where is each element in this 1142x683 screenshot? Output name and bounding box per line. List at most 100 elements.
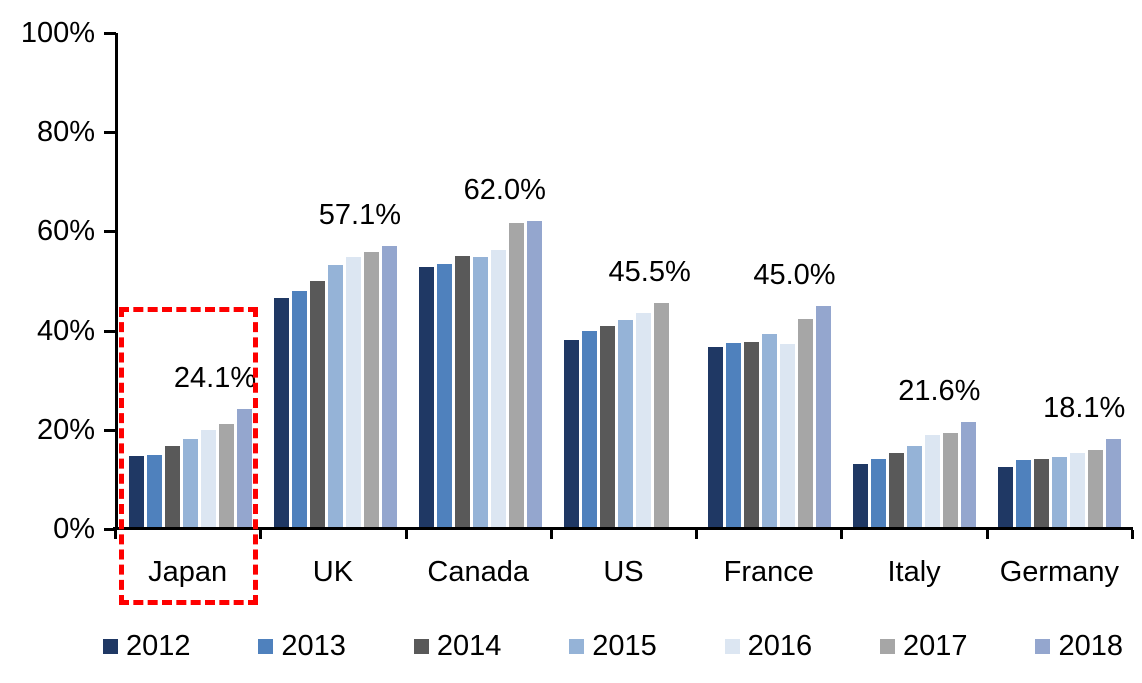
bar-italy-2014 [889, 453, 905, 529]
category-label-japan: Japan [148, 556, 228, 588]
category-label-france: France [723, 556, 814, 588]
bar-italy-2013 [871, 459, 887, 529]
bar-us-2014 [599, 325, 615, 529]
data-label-japan: 24.1% [173, 362, 257, 395]
bar-france-2016 [780, 344, 796, 529]
y-tick-80 [104, 131, 116, 135]
bar-japan-2015 [182, 438, 198, 529]
data-label-germany: 18.1% [1043, 392, 1126, 425]
y-tick-label-60: 60% [36, 215, 95, 248]
bar-canada-2017 [508, 222, 524, 529]
bar-canada-2012 [418, 266, 434, 529]
x-tick-3 [549, 530, 553, 539]
y-tick-60 [104, 230, 116, 234]
bar-canada-2014 [454, 256, 470, 529]
y-tick-20 [104, 428, 116, 432]
bar-canada-2015 [472, 257, 488, 529]
legend-label-2018: 2018 [1058, 630, 1123, 662]
y-tick-label-40: 40% [36, 314, 95, 347]
legend-item-2013: 2013 [258, 632, 346, 661]
bar-france-2015 [762, 334, 778, 529]
x-tick-0 [114, 530, 117, 539]
y-tick-0 [104, 528, 116, 531]
legend-item-2014: 2014 [413, 630, 502, 662]
bar-japan-2013 [146, 455, 162, 529]
bar-germany-2012 [998, 467, 1014, 529]
legend-swatch-2013 [258, 639, 274, 654]
bar-group-canada: 62.0% [408, 33, 553, 529]
category-label-canada: Canada [427, 556, 529, 588]
legend-item-2012: 2012 [103, 632, 191, 661]
legend-item-2017: 2017 [880, 632, 968, 661]
bar-uk-2014 [309, 281, 325, 529]
x-tick-6 [985, 530, 989, 539]
bar-uk-2016 [345, 256, 361, 529]
category-label-us: US [603, 556, 644, 588]
bar-germany-2013 [1016, 460, 1032, 529]
y-tick-label-0: 0% [53, 513, 95, 545]
bar-group-germany: 18.1% [987, 33, 1132, 529]
legend-item-2016: 2016 [724, 632, 812, 661]
x-tick-4 [695, 530, 699, 539]
legend-swatch-2018 [1035, 639, 1051, 654]
legend-label-2014: 2014 [436, 630, 502, 662]
bar-france-2018 [816, 305, 832, 529]
bar-italy-2015 [907, 445, 923, 529]
japan-highlight-box [119, 307, 258, 605]
category-label-italy: Italy [887, 556, 941, 588]
bar-germany-2018 [1106, 439, 1122, 529]
bar-japan-2016 [200, 430, 216, 529]
category-label-germany: Germany [999, 556, 1119, 588]
bar-italy-2017 [943, 433, 959, 529]
bar-france-2017 [798, 319, 814, 529]
category-axis-labels: Japan UK Canada US France Italy Germany [115, 556, 1132, 589]
legend-swatch-2017 [880, 639, 896, 654]
data-label-france: 45.0% [753, 258, 836, 291]
bar-uk-2013 [291, 291, 307, 529]
bar-uk-2015 [327, 265, 343, 529]
bar-uk-2012 [273, 298, 289, 529]
bar-italy-2012 [853, 463, 869, 529]
y-tick-label-80: 80% [36, 116, 95, 149]
bar-germany-2014 [1034, 458, 1050, 529]
bar-group-uk: 57.1% [263, 33, 408, 529]
bar-us-2015 [617, 319, 633, 529]
x-tick-2 [404, 530, 408, 539]
legend-label-2012: 2012 [126, 630, 191, 662]
bar-france-2013 [726, 342, 742, 529]
x-tick-1 [259, 530, 263, 539]
bar-group-france: 45.0% [697, 33, 842, 529]
x-tick-5 [840, 530, 844, 539]
bar-canada-2016 [490, 250, 506, 529]
bar-france-2012 [708, 347, 724, 529]
legend-label-2015: 2015 [592, 630, 657, 662]
bar-germany-2016 [1070, 453, 1086, 529]
legend-swatch-2016 [724, 639, 740, 654]
bar-france-2014 [744, 342, 760, 529]
bar-canada-2013 [436, 263, 452, 529]
legend-swatch-2012 [103, 639, 118, 654]
bar-japan-2012 [128, 455, 144, 529]
bar-italy-2016 [925, 434, 941, 529]
x-axis-line [113, 527, 1133, 530]
y-tick-100 [104, 32, 116, 35]
plot-area: 24.1% 57.1% 62.0% 45.5% 45.0% 21.6% 18.1% [115, 33, 1132, 529]
bar-us-2013 [581, 330, 597, 529]
bar-uk-2017 [363, 252, 379, 529]
data-label-italy: 21.6% [898, 374, 981, 407]
data-label-us: 45.5% [608, 256, 691, 289]
bar-japan-2018 [236, 409, 252, 529]
legend-item-2018: 2018 [1035, 632, 1123, 661]
legend-swatch-2015 [569, 639, 585, 654]
legend-label-2017: 2017 [903, 630, 968, 662]
bar-italy-2018 [961, 421, 977, 529]
bar-us-2016 [635, 313, 651, 529]
legend: 2012 2013 2014 2015 2016 2017 2018 [103, 632, 1123, 661]
y-tick-label-100: 100% [20, 17, 95, 49]
legend-item-2015: 2015 [569, 632, 657, 661]
bar-canada-2018 [526, 221, 542, 529]
x-tick-7 [1131, 530, 1134, 539]
bar-group-italy: 21.6% [842, 33, 987, 529]
bar-us-2012 [563, 339, 579, 529]
